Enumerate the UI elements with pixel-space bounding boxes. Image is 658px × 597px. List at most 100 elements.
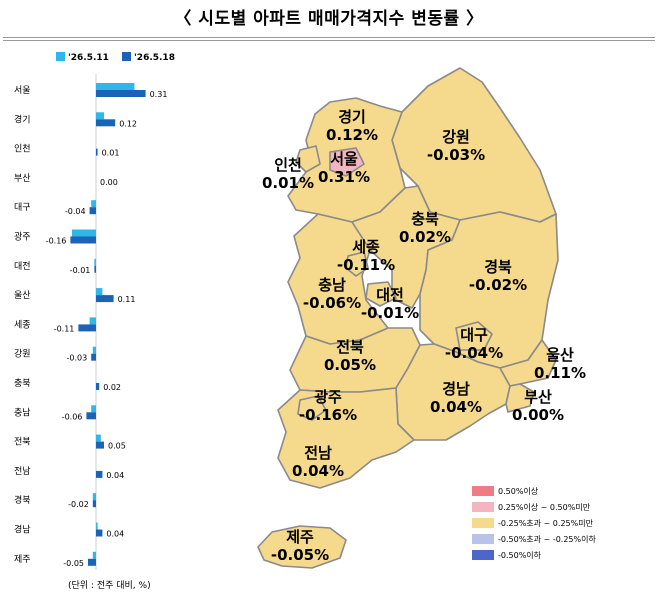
- region-value-gangwon: -0.03%: [426, 146, 486, 164]
- region-name-gyeonggi: 경기: [338, 108, 366, 126]
- bar-curr: [78, 324, 96, 332]
- category-label: 광주: [14, 231, 31, 243]
- region-name-gyeongnam: 경남: [442, 380, 470, 398]
- bar-curr: [86, 412, 96, 420]
- map-legend-item: 0.50%이상: [472, 486, 596, 502]
- page-title: 〈 시도별 아파트 매매가격지수 변동률 〉: [174, 9, 484, 29]
- data-label: 0.04: [106, 530, 124, 539]
- bar-chart: 서울 0.31 경기 0.12 인천 0.01 부산 0.00 대구 -0.04 광주 -0.16 대전…: [14, 74, 168, 570]
- bar-prev: [91, 405, 96, 413]
- bar-curr: [96, 383, 100, 390]
- category-label: 전북: [14, 437, 31, 448]
- bar-prev: [91, 200, 96, 208]
- region-value-gyeongbuk: -0.02%: [468, 276, 528, 294]
- map-legend-label: -0.25%초과 ~ 0.25%미만: [498, 519, 593, 528]
- map-legend-swatch: [472, 550, 494, 560]
- region-value-gwangju: -0.16%: [298, 406, 358, 424]
- category-label: 충북: [14, 378, 31, 389]
- bar-curr: [91, 353, 96, 361]
- map-legend-item: -0.50%초과 ~ -0.25%이하: [472, 534, 596, 550]
- region-name-seoul: 서울: [330, 150, 358, 168]
- bar-prev: [96, 83, 135, 90]
- bar-prev: [72, 229, 96, 237]
- region-label-gangwon: 강원 -0.03%: [427, 128, 485, 164]
- bar-curr: [96, 470, 103, 478]
- category-label: 인천: [14, 144, 31, 155]
- region-shape-gwangju: [297, 395, 327, 421]
- bar-curr: [89, 207, 96, 215]
- region-label-seoul: 서울 0.31%: [318, 150, 370, 186]
- bar-curr: [70, 236, 96, 244]
- region-shape-daegu: [455, 321, 493, 351]
- region-value-gyeongnam: 0.04%: [429, 398, 483, 416]
- data-label: 0.02: [103, 383, 121, 392]
- region-shape-jeju: [257, 525, 347, 569]
- region-shape-daejeon: [365, 281, 397, 307]
- region-value-sejong: -0.11%: [336, 256, 396, 274]
- map-legend-label: -0.50%초과 ~ -0.25%이하: [498, 535, 596, 544]
- region-shape-incheon: [295, 145, 321, 173]
- bar-curr: [96, 295, 114, 303]
- bar-curr: [92, 500, 96, 508]
- bar-prev: [89, 317, 96, 325]
- map-legend-label: -0.50%이하: [498, 551, 542, 560]
- bar-prev: [94, 258, 96, 266]
- region-label-ulsan: 울산 0.11%: [534, 346, 586, 382]
- region-name-daegu: 대구: [460, 326, 488, 344]
- map-legend-swatch: [472, 534, 494, 544]
- bar-curr: [96, 90, 146, 97]
- data-label: -0.11: [54, 324, 75, 333]
- region-name-ulsan: 울산: [546, 346, 574, 364]
- legend-label-prev: '26.5.11: [68, 53, 109, 63]
- category-label: 제주: [14, 554, 31, 565]
- title-divider-2: [3, 40, 655, 41]
- data-label: 0.05: [108, 442, 126, 451]
- region-name-sejong: 세종: [352, 238, 380, 256]
- region-label-incheon: 인천 0.01%: [262, 156, 314, 192]
- region-name-gangwon: 강원: [442, 128, 470, 146]
- region-value-incheon: 0.01%: [261, 174, 315, 192]
- region-value-gyeonggi: 0.12%: [325, 126, 379, 144]
- map-legend-label: 0.25%이상 ~ 0.50%미만: [498, 503, 591, 512]
- region-value-jeonbuk: 0.05%: [323, 356, 377, 374]
- data-label: 0.31: [150, 90, 168, 99]
- category-label: 대전: [14, 261, 31, 272]
- data-label: -0.02: [68, 500, 89, 509]
- bar-curr: [94, 265, 96, 273]
- region-label-gyeongnam: 경남 0.04%: [430, 380, 482, 416]
- map-legend-swatch: [472, 502, 494, 512]
- category-label: 울산: [14, 290, 31, 301]
- data-label: -0.16: [46, 237, 67, 246]
- category-label: 대구: [14, 202, 31, 213]
- legend-swatch-curr: [122, 52, 132, 61]
- region-value-daegu: -0.04%: [444, 344, 504, 362]
- legend-item-curr: '26.5.18: [122, 52, 175, 63]
- category-label: 충남: [14, 407, 31, 418]
- map-legend-item: -0.25%초과 ~ 0.25%미만: [472, 518, 596, 534]
- data-label: 0.11: [118, 295, 136, 304]
- region-name-jeonbuk: 전북: [336, 338, 364, 356]
- region-shape-busan: [505, 383, 535, 413]
- region-shape-sejong: [345, 251, 369, 277]
- region-name-jeju: 제주: [286, 528, 314, 546]
- bar-curr: [96, 148, 98, 156]
- region-shape-ulsan: [499, 339, 557, 387]
- region-name-jeonnam: 전남: [304, 444, 332, 462]
- region-name-chungnam: 충남: [318, 276, 346, 294]
- region-name-gwangju: 광주: [314, 388, 342, 406]
- region-label-daegu: 대구 -0.04%: [445, 326, 503, 362]
- bar-prev: [96, 112, 104, 120]
- category-label: 전남: [14, 466, 31, 477]
- bar-curr: [88, 558, 96, 566]
- category-label: 서울: [14, 85, 31, 96]
- region-value-ulsan: 0.11%: [533, 364, 587, 382]
- bar-prev: [96, 288, 103, 296]
- bar-prev: [92, 493, 96, 501]
- region-value-busan: 0.00%: [511, 406, 565, 424]
- region-value-chungbuk: 0.02%: [398, 228, 452, 246]
- bar-prev: [92, 346, 96, 354]
- map-legend-label: 0.50%이상: [498, 487, 539, 496]
- region-label-chungnam: 충남 -0.06%: [303, 276, 361, 312]
- region-name-busan: 부산: [524, 388, 552, 406]
- region-value-chungnam: -0.06%: [302, 294, 362, 312]
